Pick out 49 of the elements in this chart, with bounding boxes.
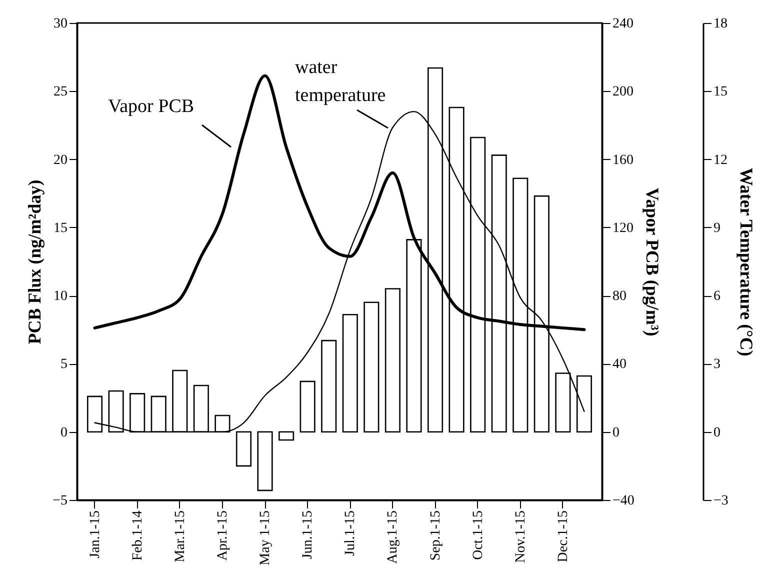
series-label: water temperature — [295, 57, 386, 106]
y-tick-label: 20 — [54, 152, 68, 168]
bar — [321, 340, 337, 433]
y2-tick-label: 120 — [612, 220, 634, 236]
x-tick-label: Mar.1-15 — [172, 510, 188, 562]
y2-tick-label: 240 — [612, 16, 634, 32]
bar — [364, 302, 380, 433]
y2-axis-title: Vapor PCB (pg/m³) — [642, 188, 662, 336]
x-tick-label: Jan.1-15 — [88, 510, 103, 558]
x-tick-label: Apr.1-15 — [215, 510, 230, 561]
y3-tick-label: 9 — [714, 220, 720, 236]
y2-tick-label: 80 — [612, 289, 626, 304]
y-tick-label: 10 — [54, 289, 68, 304]
y3-axis-title: Water Temperature (°C) — [736, 168, 756, 356]
x-tick-label: Jun.1-15 — [300, 510, 316, 560]
y2-tick-label: −40 — [612, 494, 634, 508]
bar — [257, 431, 273, 492]
x-tick-label: Jul.1-15 — [343, 510, 358, 556]
y-tick-label: 25 — [54, 84, 68, 100]
y2-tick-label: 160 — [612, 152, 634, 168]
y3-tick-label: 6 — [714, 289, 720, 304]
x-tick-label: Aug.1-15 — [386, 510, 401, 564]
x-tick-label: Feb.1-14 — [130, 510, 146, 561]
y3-tick-label: 3 — [714, 357, 720, 372]
x-tick-label: Nov.1-15 — [513, 510, 528, 563]
x-tick-label: May 1-15 — [258, 510, 274, 566]
bar — [300, 380, 316, 433]
y3-tick-label: 0 — [714, 425, 720, 440]
bar — [342, 314, 358, 433]
bar — [384, 288, 400, 433]
text: Vapor PCB — [108, 96, 194, 117]
x-tick-label: Sep.1-15 — [428, 510, 444, 561]
x-tick-label: Dec.1-15 — [556, 510, 571, 562]
y2-tick-label: 0 — [612, 425, 620, 440]
y2-tick-label: 200 — [612, 84, 634, 100]
y-axis-title: PCB Flux (ng/m²day) — [24, 180, 45, 344]
bar — [278, 431, 294, 441]
bar — [236, 431, 252, 467]
y-tick-label: −5 — [52, 494, 68, 508]
y3-tick-label: 15 — [714, 84, 728, 100]
y-tick-label: 0 — [60, 425, 68, 440]
y3-tick-label: 12 — [714, 152, 728, 168]
y-tick-label: 5 — [60, 357, 68, 372]
y3-tick-label: 18 — [714, 16, 728, 32]
y2-tick-label: 40 — [612, 357, 626, 372]
y3-tick-label: −3 — [714, 494, 728, 508]
y-tick-label: 15 — [54, 220, 68, 236]
y-tick-label: 30 — [54, 16, 68, 32]
x-tick-label: Oct.1-15 — [470, 510, 486, 560]
